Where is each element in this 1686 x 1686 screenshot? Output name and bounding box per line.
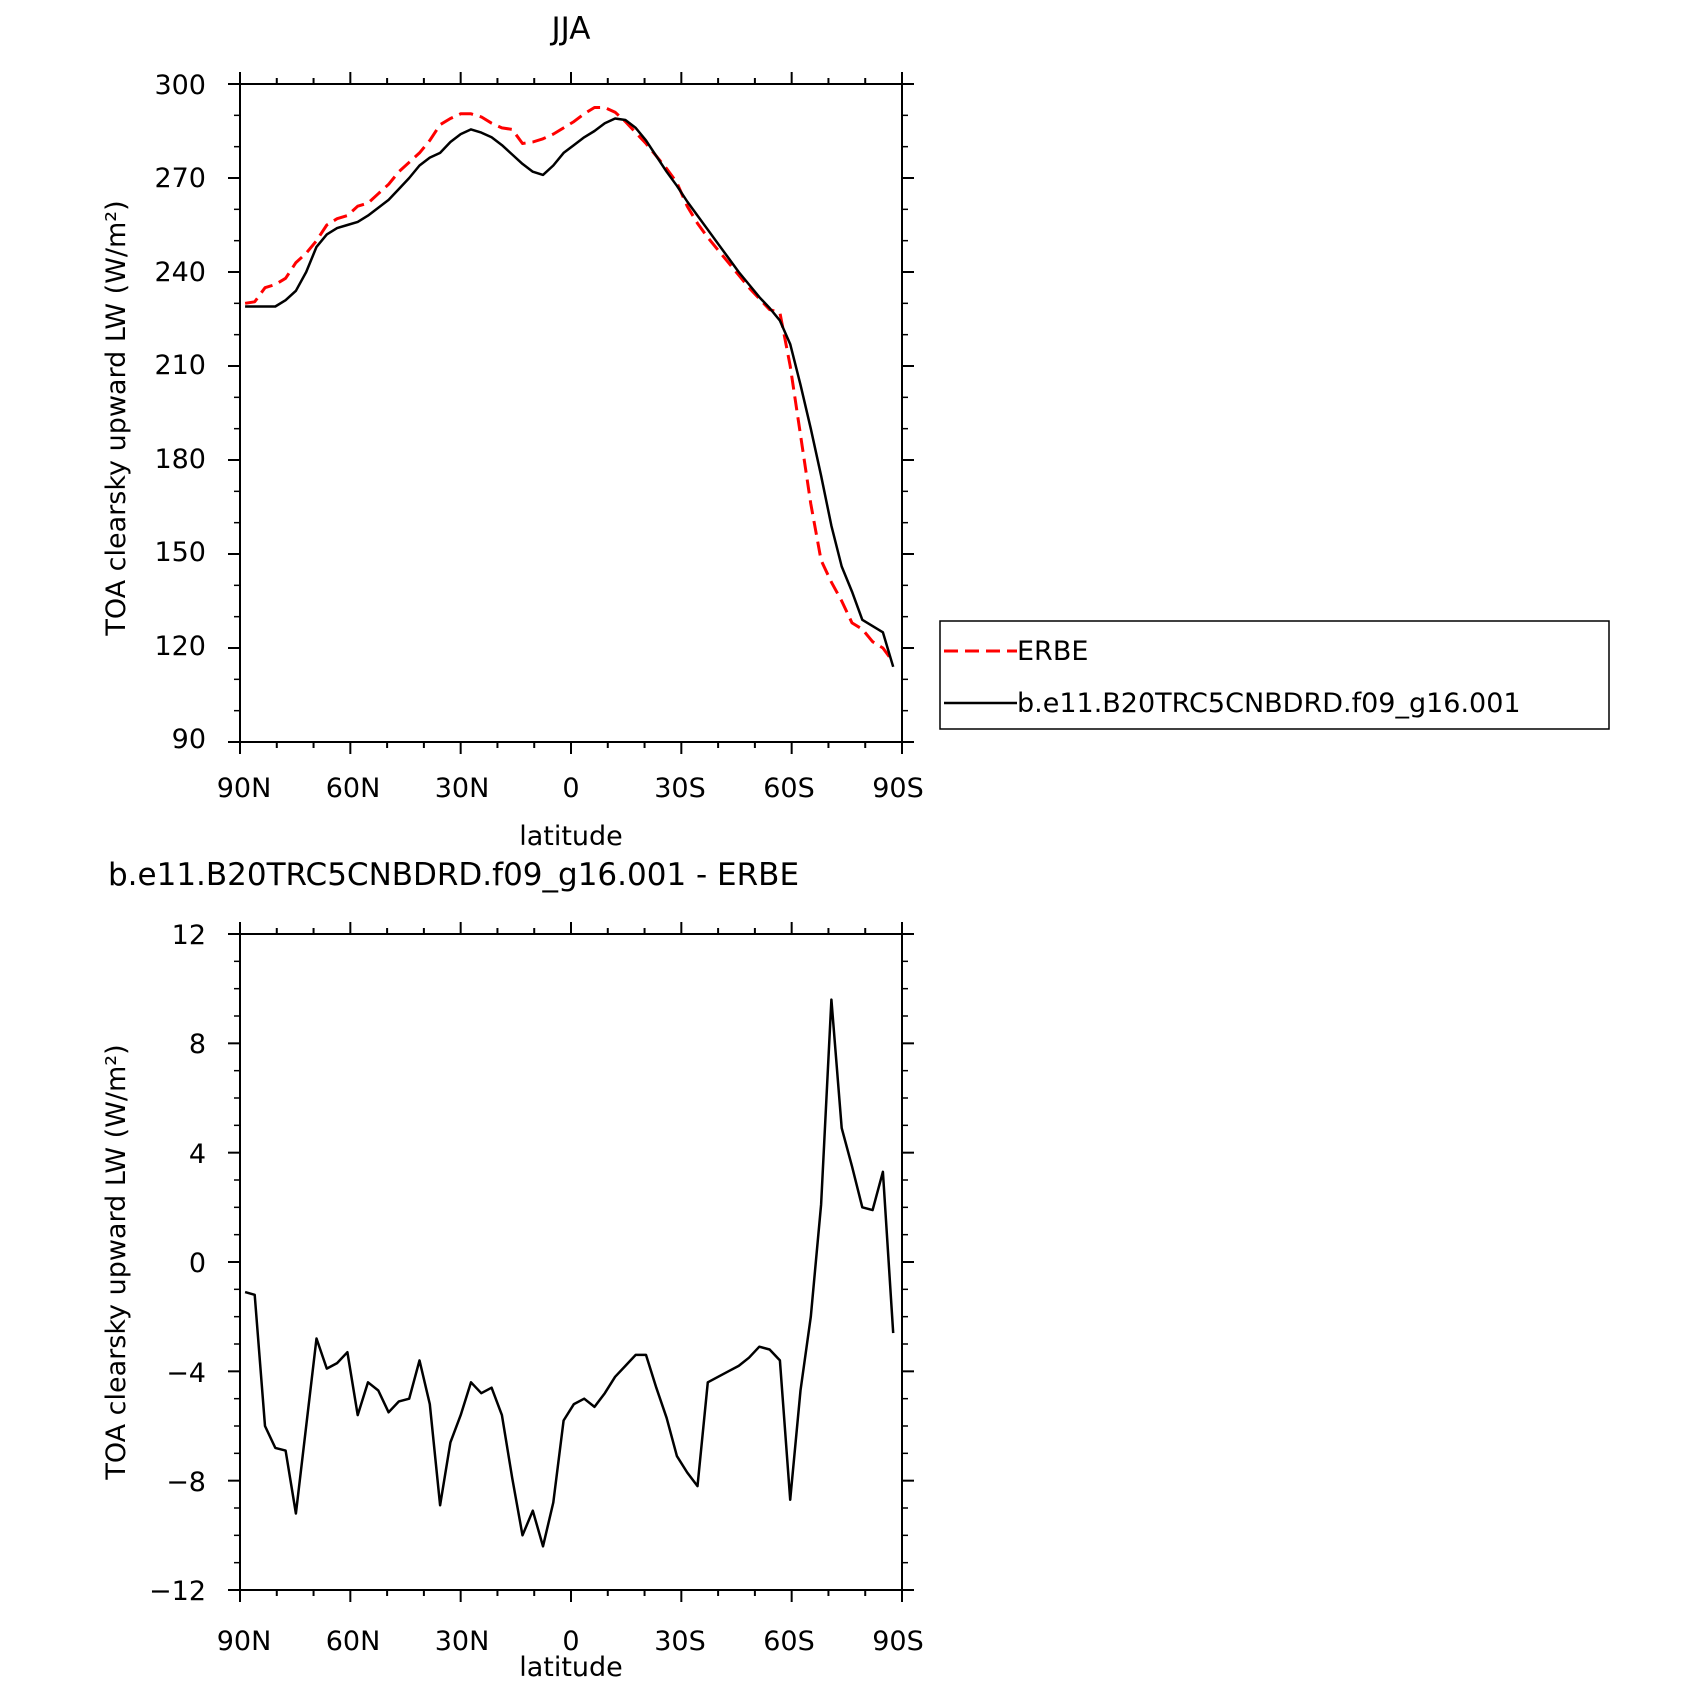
bottom-plot-lines (244, 998, 895, 1548)
bottom-y-tick-label: −8 (166, 1467, 206, 1498)
bottom-x-tick-label: 90N (217, 1626, 272, 1657)
top-y-tick-label: 180 (154, 444, 206, 475)
top-x-axis-title: latitude (519, 821, 623, 852)
top-panel-title: JJA (550, 11, 591, 47)
bottom-y-tick-label: 8 (189, 1029, 206, 1060)
bottom-x-tick-label: 30N (435, 1626, 490, 1657)
top-y-axis-title: TOA clearsky upward LW (W/m²) (101, 200, 132, 636)
top-y-tick-label: 120 (154, 631, 206, 662)
top-y-tick-label: 150 (154, 537, 206, 568)
top-y-tick-label: 300 (154, 70, 206, 101)
top-series-line-b-e11-b20trc5cnbdrd-f09-g16-001 (245, 117, 895, 668)
bottom-x-tick-label: 60N (326, 1626, 381, 1657)
bottom-y-tick-label: −12 (149, 1576, 206, 1607)
bottom-x-axis-title: latitude (519, 1652, 623, 1683)
bottom-x-tick-labels: 90N 60N 30N 0 30S 60S 90S (217, 1626, 924, 1657)
bottom-x-tick-label: 0 (562, 1626, 579, 1657)
bottom-series-line-difference (244, 998, 895, 1548)
bottom-plot-frame (239, 933, 903, 1591)
top-x-tick-label: 90N (217, 773, 272, 804)
top-x-tick-label: 60S (763, 773, 815, 804)
bottom-y-tick-label: 4 (189, 1139, 206, 1170)
bottom-y-tick-label: 12 (172, 920, 206, 951)
legend-erbe-label: ERBE (1017, 636, 1088, 667)
top-x-tick-label: 30N (435, 773, 490, 804)
bottom-y-tick-label: 0 (189, 1248, 206, 1279)
legend-box (939, 620, 1610, 730)
bottom-panel: b.e11.B20TRC5CNBDRD.f09_g16.001 - ERBE 1… (101, 857, 924, 1683)
legend: ERBE b.e11.B20TRC5CNBDRD.f09_g16.001 (939, 620, 1610, 730)
top-panel: JJA 300 270 240 210 180 150 120 90 90N 6… (101, 11, 1610, 852)
bottom-panel-title: b.e11.B20TRC5CNBDRD.f09_g16.001 - ERBE (108, 857, 799, 893)
top-x-tick-label: 90S (872, 773, 924, 804)
top-x-tick-label: 0 (562, 773, 579, 804)
top-y-tick-label: 270 (154, 163, 206, 194)
top-x-tick-labels: 90N 60N 30N 0 30S 60S 90S (217, 773, 924, 804)
bottom-x-tick-label: 60S (763, 1626, 815, 1657)
top-x-tick-label: 60N (326, 773, 381, 804)
top-y-tick-label: 90 (172, 724, 206, 755)
bottom-y-tick-labels: 12 8 4 0 −4 −8 −12 (149, 920, 206, 1607)
top-y-tick-labels: 300 270 240 210 180 150 120 90 (154, 70, 206, 755)
top-series-line-erbe (244, 106, 895, 663)
bottom-x-tick-label: 90S (872, 1626, 924, 1657)
legend-model-label: b.e11.B20TRC5CNBDRD.f09_g16.001 (1017, 688, 1521, 719)
top-plot-lines (244, 106, 895, 668)
top-axis-ticks (228, 72, 914, 754)
top-y-tick-label: 210 (154, 350, 206, 381)
bottom-y-tick-label: −4 (166, 1358, 206, 1389)
top-y-tick-label: 240 (154, 257, 206, 288)
bottom-x-tick-label: 30S (654, 1626, 706, 1657)
top-plot-frame (239, 83, 903, 743)
top-x-tick-label: 30S (654, 773, 706, 804)
bottom-y-axis-title: TOA clearsky upward LW (W/m²) (101, 1044, 132, 1480)
bottom-axis-ticks (228, 922, 914, 1602)
